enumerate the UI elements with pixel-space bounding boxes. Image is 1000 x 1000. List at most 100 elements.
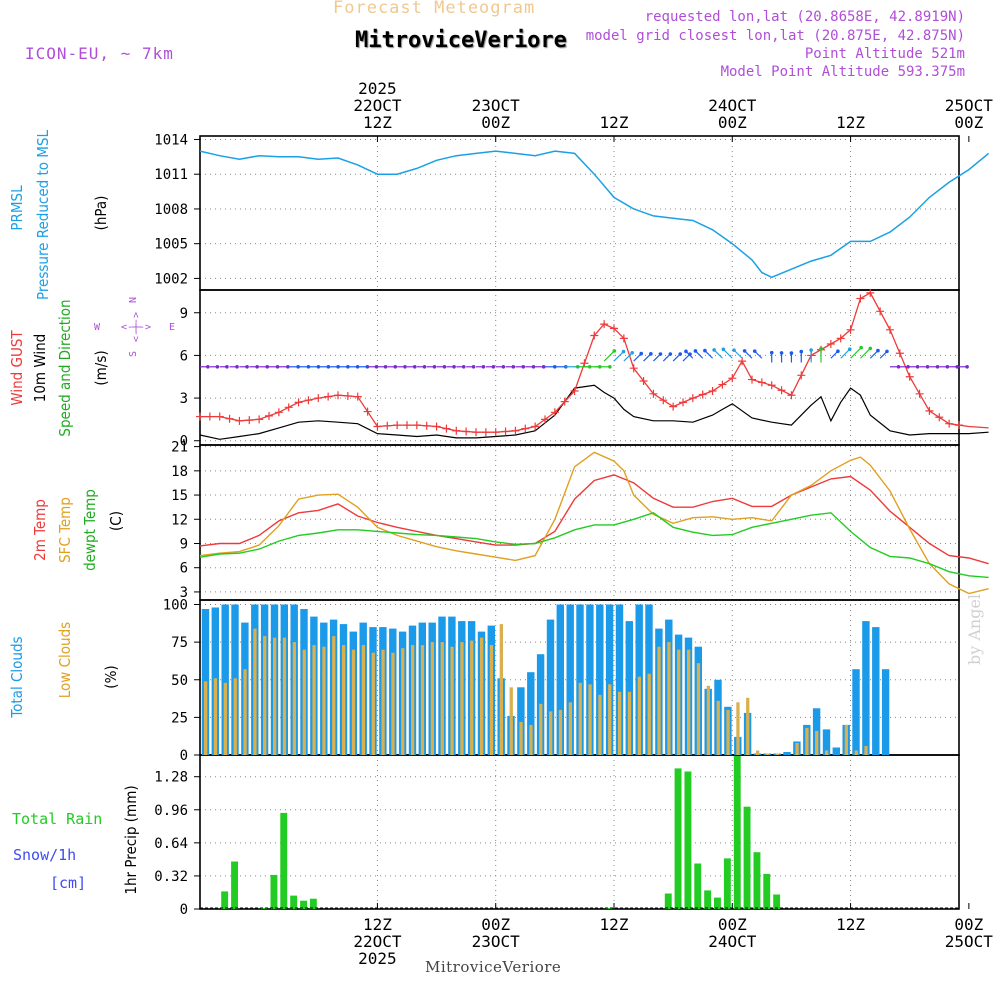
wind-gust-marker (738, 357, 747, 366)
low-cloud-bar (677, 649, 681, 755)
wind-gust-marker (343, 391, 352, 400)
low-cloud-bar (499, 624, 503, 755)
low-cloud-bar (282, 637, 287, 755)
wind-arrow-head (712, 348, 716, 352)
time-tick-label-top: 2025 (358, 79, 397, 98)
low-cloud-bar (440, 642, 444, 755)
precip-bar (270, 874, 278, 909)
wind-gust-marker (432, 422, 441, 431)
wind-arrow-head (859, 345, 863, 350)
wind-arrow-head (471, 364, 476, 369)
wind-arrow-head (847, 347, 852, 351)
low-cloud-bar (539, 703, 543, 755)
low-cloud-bar (854, 750, 858, 755)
y-tick-label: 15 (171, 488, 188, 504)
low-cloud-bar (489, 645, 494, 755)
wind-gust-marker (935, 413, 944, 422)
low-cloud-bar (647, 673, 651, 755)
low-cloud-bar (598, 694, 602, 755)
wind-arrow-head (412, 364, 417, 369)
wind-gust-marker (560, 397, 569, 406)
total-cloud-bar (862, 621, 870, 755)
y-tick-label: 50 (171, 673, 188, 689)
wind-arrow-head (925, 364, 930, 369)
wind-arrow-head (374, 364, 379, 369)
wind-gust-marker (895, 349, 904, 358)
precip-bar (231, 861, 238, 909)
requested-location: requested lon,lat (20.8658E, 42.8919N) (644, 9, 965, 25)
low-cloud-bar (361, 645, 365, 755)
wind-direction-arrow (869, 350, 879, 359)
precip-bar (763, 873, 771, 909)
wind-gust-marker (570, 386, 579, 395)
wind-gust-marker (728, 374, 737, 383)
wind-arrow-head (868, 346, 873, 351)
total-cloud-bar (783, 752, 791, 755)
total-cloud-bar (872, 627, 880, 755)
y-tick-label: 100 (163, 598, 188, 614)
precip-bar (300, 900, 307, 909)
wind-arrow-head (935, 364, 940, 369)
pressure-subtitle: Pressure Reduced to MSL (34, 129, 52, 300)
low-cloud-bar (430, 642, 434, 755)
time-tick-label-top: 22OCT (353, 96, 402, 115)
wind-gust-marker (659, 396, 668, 405)
low-cloud-bar (736, 702, 740, 755)
wind-gust-marker (955, 421, 963, 430)
forecast-title: Forecast Meteogram (333, 0, 536, 18)
wind-arrow-head (742, 349, 747, 353)
temp-sfc-title: SFC Temp (56, 497, 74, 563)
low-cloud-bar (726, 709, 730, 755)
wind-arrow-head (955, 364, 960, 369)
low-cloud-bar (332, 636, 336, 755)
time-tick-label-bottom: 12Z (600, 915, 629, 934)
time-tick-label-bottom: 2025 (358, 949, 397, 968)
low-cloud-bar (263, 636, 267, 755)
wind-arrow-head (461, 364, 466, 369)
precip-bar (664, 893, 672, 909)
wind-arrow-head (779, 351, 784, 355)
wind-gust-marker (718, 380, 727, 389)
y-tick-label: 21 (171, 440, 188, 456)
low-cloud-bar (312, 645, 316, 755)
author-watermark: by Angel (965, 593, 984, 665)
wind-arrow-head (481, 364, 486, 369)
time-tick-label-bottom: 24OCT (708, 932, 757, 951)
precip-bar (309, 898, 317, 909)
precip-bar (743, 806, 751, 909)
model-label: ICON-EU, ~ 7km (25, 44, 174, 63)
compass-east: E (169, 322, 175, 333)
wind-gust-marker (412, 421, 421, 430)
low-cloud-bar (746, 697, 750, 755)
total-cloud-bar (566, 604, 574, 755)
wind-arrow-head (432, 364, 437, 369)
wind-arrow-head (383, 364, 388, 369)
total-clouds-title: Total Clouds (8, 636, 26, 718)
wind-arrow-head (552, 364, 557, 369)
time-tick-label-bottom: 00Z (718, 915, 747, 934)
low-cloud-bar (578, 682, 582, 755)
wind-gust-marker (856, 294, 865, 303)
total-cloud-bar (596, 604, 604, 755)
total-cloud-bar (576, 604, 584, 755)
wind-gust-marker (915, 389, 924, 398)
wind-gust-marker (669, 402, 678, 411)
temp-dewpt-line (199, 512, 989, 579)
low-cloud-bar (756, 750, 760, 755)
y-tick-label: 1008 (154, 202, 188, 218)
wind-gust-marker (284, 403, 293, 412)
wind-arrow-head (442, 364, 447, 369)
snow-unit: [cm] (50, 874, 86, 892)
low-cloud-bar (391, 652, 395, 755)
wind-gust-marker (363, 407, 372, 416)
y-tick-label: 6 (180, 561, 188, 577)
low-cloud-bar (627, 691, 632, 755)
time-tick-label-top: 00Z (718, 113, 747, 132)
wind-gust-marker (373, 422, 382, 431)
y-tick-label: 18 (171, 464, 188, 480)
low-cloud-bar (273, 637, 277, 755)
precip-bar (694, 863, 702, 909)
low-cloud-bar (204, 681, 208, 755)
wind-gust-line (200, 291, 989, 433)
